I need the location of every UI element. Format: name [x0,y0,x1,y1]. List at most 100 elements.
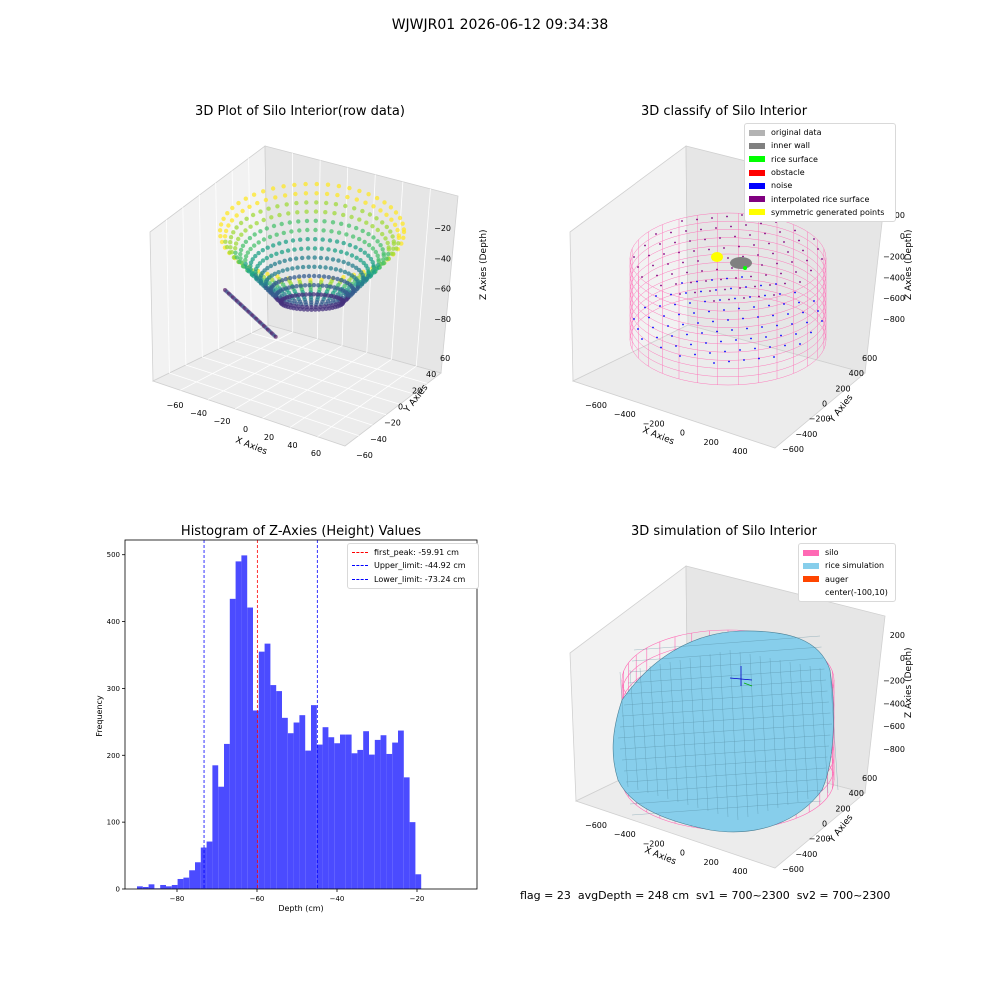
y-tick-label: 200 [835,804,850,813]
interpolated-point [704,238,706,241]
raw-point [341,212,346,218]
interpolated-point [682,261,684,264]
histogram-bar [264,643,271,889]
interpolated-point [791,261,793,263]
noise-point [750,337,752,340]
interpolated-point [660,284,662,287]
interpolated-point [723,247,725,249]
raw-point [234,255,240,260]
noise-point [806,321,808,324]
raw-point [305,237,310,242]
legend-label: obstacle [771,168,805,178]
x-tick-label: −400 [614,410,636,419]
noise-point [780,334,782,337]
raw-point [400,221,405,226]
noise-point [720,340,722,343]
raw-point [249,270,254,275]
histogram-bar [282,717,288,889]
raw-point [370,260,375,265]
raw-point [350,234,356,239]
legend-label: center(-100,10) [825,588,888,598]
raw-point [314,200,319,205]
raw-point [270,186,276,191]
raw-point [299,246,304,251]
interpolated-point [764,232,766,235]
panel2-xlabel: X Axies [641,426,676,448]
interpolated-point [637,266,639,268]
panel4-zlabel: Z Axies (Depth) [904,647,914,718]
raw-point [390,234,395,239]
raw-point [376,262,381,268]
histogram-bar [351,753,358,889]
noise-point [821,320,823,322]
symmetric-points-cluster [711,252,723,262]
raw-point [354,197,359,202]
raw-point [313,218,318,223]
raw-point [236,236,241,242]
legend-item: center(-100,10) [803,586,891,599]
y-tick-label: 400 [107,618,120,626]
histogram-bars [137,555,422,889]
raw-point [338,249,344,254]
raw-point [219,239,225,245]
raw-point [272,261,278,267]
raw-point [280,268,285,273]
noise-point [735,339,737,341]
x-tick-label: −600 [585,821,607,830]
raw-point [266,206,271,211]
noise-point [731,329,733,331]
raw-point [325,182,331,187]
raw-point [384,212,389,217]
interpolated-point [727,257,729,259]
interpolated-point [802,249,804,252]
raw-point [324,283,329,289]
histogram-bar [229,598,236,889]
legend-item: silo [803,546,891,559]
raw-point [336,230,342,235]
panel2-legend: original data inner wall rice surface obsta… [744,123,896,223]
noise-point [794,291,796,294]
histogram-bar [299,715,306,889]
noise-point [671,335,673,337]
raw-point [349,214,354,220]
raw-point [263,197,269,203]
noise-point [773,356,775,358]
noise-point [637,328,639,330]
interpolated-point [817,248,819,250]
panel2-3d-classify: −600 −400 −200 0 200 400 −600 −400 −200 0 200 400 60… [569,145,914,456]
raw-point [253,253,258,259]
histogram-bar [183,877,190,889]
raw-point [258,229,263,234]
noise-point [727,319,729,321]
raw-point [389,217,394,222]
raw-point [361,275,366,280]
legend-line-sample [352,565,368,567]
raw-point [321,228,326,233]
histogram-bar [258,651,265,889]
raw-point [229,218,235,223]
legend-label: Lower_limit: -73.24 cm [374,574,466,584]
raw-point [248,246,253,252]
raw-point [250,257,255,262]
raw-point [298,283,303,288]
z-tick-label: 200 [890,211,905,220]
status-footer: flag = 23 avgDepth = 248 cm sv1 = 700~23… [520,889,891,902]
inner-wall-cluster [730,257,752,269]
raw-point [301,307,307,312]
legend-item: inner wall [749,139,891,152]
raw-point [287,275,293,281]
raw-point [243,254,249,259]
raw-point [384,224,389,230]
noise-point [719,299,721,301]
raw-point [295,210,300,215]
y-tick-label: 300 [107,685,120,693]
noise-point [768,304,770,307]
raw-point [357,217,362,222]
raw-point [366,192,371,197]
raw-point [290,238,296,243]
raw-point [306,273,312,279]
raw-point [267,281,272,286]
raw-point [247,235,253,241]
raw-point [271,243,276,248]
raw-point [231,230,236,235]
